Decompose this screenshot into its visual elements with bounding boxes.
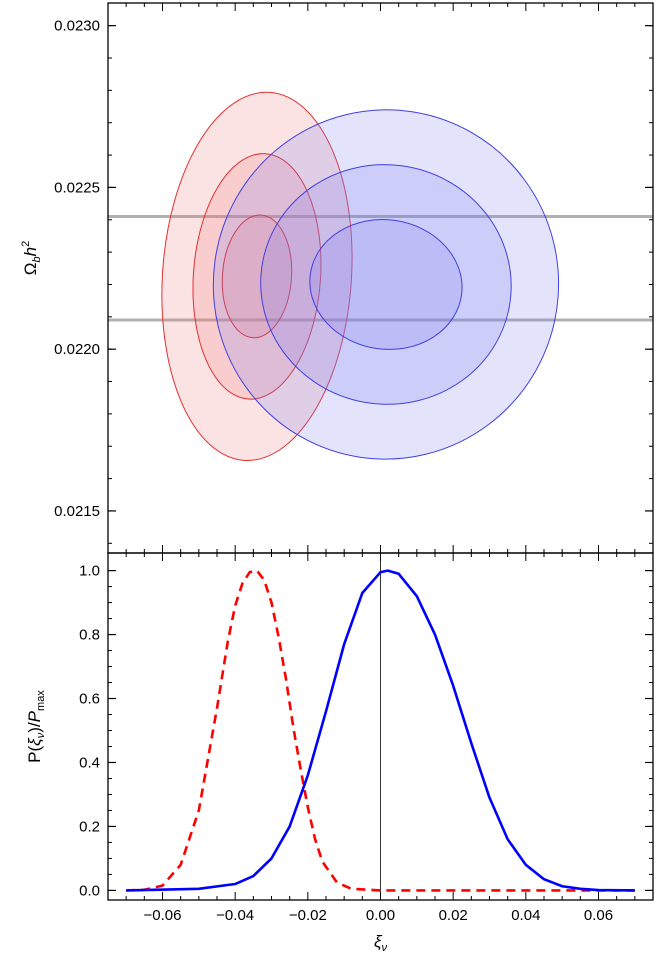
omega-subscript: b (31, 256, 43, 262)
h-superscript: 2 (20, 241, 32, 247)
y-tick-label: 1.0 (79, 563, 100, 580)
probability-panel: 0.0 0.2 0.4 0.6 0.8 1.0 −0.06 −0.04 −0.02 0.00 0.0… (25, 552, 654, 954)
top-axis-ticks: 0.0215 0.0220 0.0225 0.0230 (54, 3, 653, 553)
contour-red-3sigma (161, 91, 353, 461)
top-y-axis-label: Ωbh2 (20, 241, 43, 275)
x-tick-label: 0.00 (366, 907, 395, 924)
omega-symbol: Ω (21, 263, 40, 276)
x-tick-label: 0.02 (439, 907, 468, 924)
y-tick-label: 0.2 (79, 818, 100, 835)
x-tick-label: 0.06 (584, 907, 613, 924)
y-tick-label: 0.0225 (54, 179, 100, 196)
reference-bands (108, 215, 653, 322)
contour-red-2sigma (192, 153, 322, 400)
contour-blue-1sigma (309, 219, 463, 350)
probability-curves (126, 569, 635, 892)
blue-solid-curve (126, 569, 635, 892)
y-tick-label: 0.8 (79, 627, 100, 644)
contour-blue-2sigma (260, 164, 512, 405)
y-tick-label: 0.0220 (54, 341, 100, 358)
bottom-y-axis-label: P(ξν)/Pmax (25, 690, 47, 763)
bottom-x-axis-label: ξν (374, 932, 388, 954)
contour-regions (161, 91, 560, 461)
red-dashed-curve (126, 569, 635, 892)
y-tick-label: 0.0230 (54, 18, 100, 35)
y-tick-label: 0.4 (79, 754, 100, 771)
contour-red-1sigma (221, 214, 293, 339)
x-tick-label: −0.06 (144, 907, 182, 924)
y-tick-label: 0.6 (79, 691, 100, 708)
y-tick-label: 0.0215 (54, 503, 100, 520)
y-tick-label: 0.0 (79, 882, 100, 899)
contour-panel: 0.0215 0.0220 0.0225 0.0230 Ωbh2 (20, 2, 654, 554)
bottom-axis-ticks: 0.0 0.2 0.4 0.6 0.8 1.0 −0.06 −0.04 −0.02 0.00 0.0… (79, 553, 653, 924)
x-tick-label: −0.04 (216, 907, 254, 924)
h-symbol: h (21, 247, 40, 256)
x-tick-label: 0.04 (511, 907, 540, 924)
x-tick-label: −0.02 (289, 907, 327, 924)
